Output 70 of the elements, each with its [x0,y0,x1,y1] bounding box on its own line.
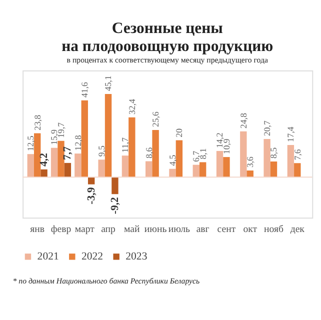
bar [223,157,230,178]
bar [270,161,278,178]
bar [199,162,206,178]
x-tick-label: февр [50,224,72,235]
data-label: 20,7 [262,120,272,136]
data-label: 32,4 [126,98,137,114]
bar [169,168,176,178]
bar [294,163,301,178]
bar [112,177,118,194]
data-label: 15,9 [49,128,60,145]
bar [64,162,72,178]
data-label: -9,2 [108,197,121,214]
bar [104,94,112,178]
x-tick-label: июнь [144,224,168,235]
bar [34,133,41,178]
data-label: 41,6 [80,81,90,98]
bar [152,130,159,178]
legend-label: 2021 [37,250,59,263]
data-label: 8,5 [268,146,279,159]
bar [74,154,82,178]
data-label: -3,9 [85,187,98,204]
x-tick-label: апр [101,224,116,235]
text: на плодоовощную продукцию [62,38,274,55]
chart-subtitle: в процентах к соответствующему месяцу предыдущего года [66,56,268,65]
bar [216,150,224,178]
x-tick-label: нояб [264,224,284,235]
data-label: 9,5 [96,145,107,157]
bar [192,164,200,178]
bar [122,156,129,178]
bar [128,117,136,178]
text: Сезонные цены [112,20,223,38]
data-label: 20 [174,128,184,138]
data-label: 7,6 [292,148,302,160]
data-label: 7,7 [62,146,74,160]
x-tick-label: дек [290,224,305,235]
x-tick-label: март [74,224,96,235]
data-label: 8,6 [144,146,154,158]
x-tick-label: авг [196,224,210,235]
data-label: 45,1 [103,76,114,92]
bar [240,131,247,178]
bar [98,160,105,178]
x-tick-label: сент [217,224,236,235]
bar [146,161,152,178]
bar [27,154,34,178]
x-tick-label: июль [168,224,191,235]
bar [88,177,95,184]
data-label: 3,6 [245,156,256,168]
x-tick-label: янв [30,224,45,235]
bar [264,138,270,178]
data-label: 25,6 [150,110,160,127]
bar [81,100,88,178]
data-label: 4,5 [167,154,178,166]
legend-label: 2022 [81,250,104,263]
bar [40,169,48,178]
data-label: 23,8 [32,114,42,130]
data-label: 12,5 [26,135,36,152]
bar [58,140,64,178]
data-label: 24,8 [238,112,248,128]
text: * по данным Национального банка Республики Беларусь [12,276,200,286]
data-label: 12,8 [72,134,83,151]
x-tick-label: окт [243,224,258,235]
data-label: 4,2 [38,152,50,166]
bar [176,140,183,178]
data-label: 6,7 [191,150,202,162]
bar [287,145,294,178]
bar [50,148,58,178]
legend-label: 2023 [126,250,148,263]
x-tick-label: май [124,224,141,235]
data-label: 17,4 [286,126,296,142]
data-label: 11,7 [120,136,130,153]
